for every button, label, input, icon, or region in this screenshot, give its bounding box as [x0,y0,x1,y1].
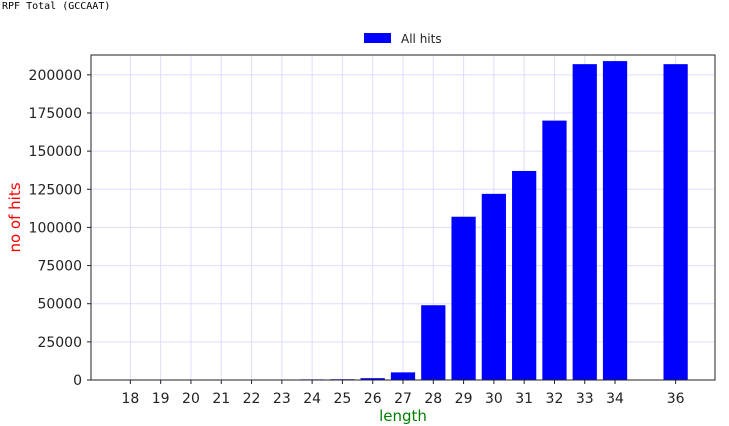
x-tick-label: 22 [243,391,261,407]
legend-swatch [364,33,391,43]
x-tick-label: 24 [303,391,321,407]
y-tick-label: 0 [73,373,82,389]
y-tick-label: 50000 [37,297,82,313]
bar [421,305,446,380]
y-tick-label: 100000 [29,220,82,236]
y-tick-label: 200000 [29,68,82,84]
x-tick-label: 28 [424,391,442,407]
y-tick-label: 175000 [29,106,82,122]
bars [300,61,688,381]
legend-label: All hits [401,32,442,46]
x-tick-label: 25 [334,391,352,407]
x-tick-label: 21 [212,391,230,407]
x-tick-label: 31 [515,391,533,407]
bar [360,378,385,380]
bar [451,216,476,380]
bar [663,64,688,380]
bar [512,170,537,380]
bar [602,61,628,381]
x-tick-label: 32 [546,391,564,407]
bar [390,372,416,380]
x-tick-label: 20 [182,391,200,407]
page-title: RPF Total (GCCAAT) [2,1,111,12]
x-tick-label: 18 [121,391,139,407]
x-axis-label: length [379,407,427,425]
y-tick-label: 25000 [37,335,82,351]
y-tick-label: 150000 [29,144,82,160]
y-tick-label: 125000 [29,182,82,198]
x-tick-label: 30 [485,391,503,407]
x-tick-label: 29 [455,391,473,407]
y-axis-ticks: 0 25000 50000 75000 100000 125000 150000 175000… [29,68,91,389]
x-tick-label: 36 [667,391,685,407]
x-tick-label: 34 [606,391,624,407]
bar [481,193,506,380]
x-tick-label: 26 [364,391,382,407]
x-tick-label: 33 [576,391,594,407]
bar [542,120,567,381]
x-axis-ticks: 18 19 20 21 22 23 24 25 26 27 28 29 30 31 32 33 34 36 [121,380,685,407]
bar [572,64,597,380]
x-tick-label: 27 [394,391,412,407]
x-tick-label: 23 [273,391,291,407]
x-tick-label: 19 [152,391,170,407]
legend: All hits [364,32,442,46]
y-axis-label: no of hits [6,182,24,252]
y-tick-label: 75000 [37,259,82,275]
